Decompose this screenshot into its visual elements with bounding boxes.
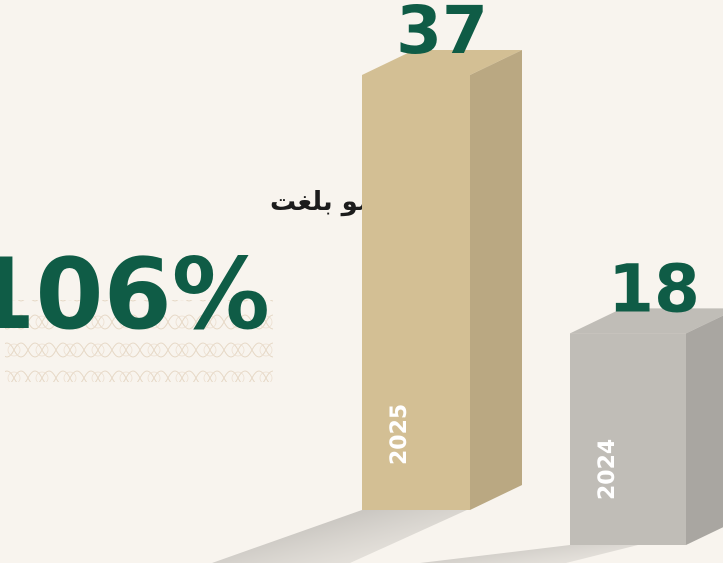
category-label: 2024 (595, 439, 620, 500)
growth-value: 106% (0, 238, 270, 352)
value-label: 37 (396, 0, 488, 69)
bar (570, 333, 686, 545)
bar (362, 75, 470, 510)
category-label: 2025 (387, 404, 412, 465)
bar-side (470, 50, 522, 510)
value-label: 18 (608, 250, 700, 327)
bar-shadow (420, 522, 723, 563)
decorative-pattern (5, 300, 273, 382)
bar-top (362, 50, 522, 75)
bar-side (686, 315, 723, 545)
bar-top (570, 308, 723, 334)
bars: 37 2025 18 2024 (212, 0, 723, 563)
